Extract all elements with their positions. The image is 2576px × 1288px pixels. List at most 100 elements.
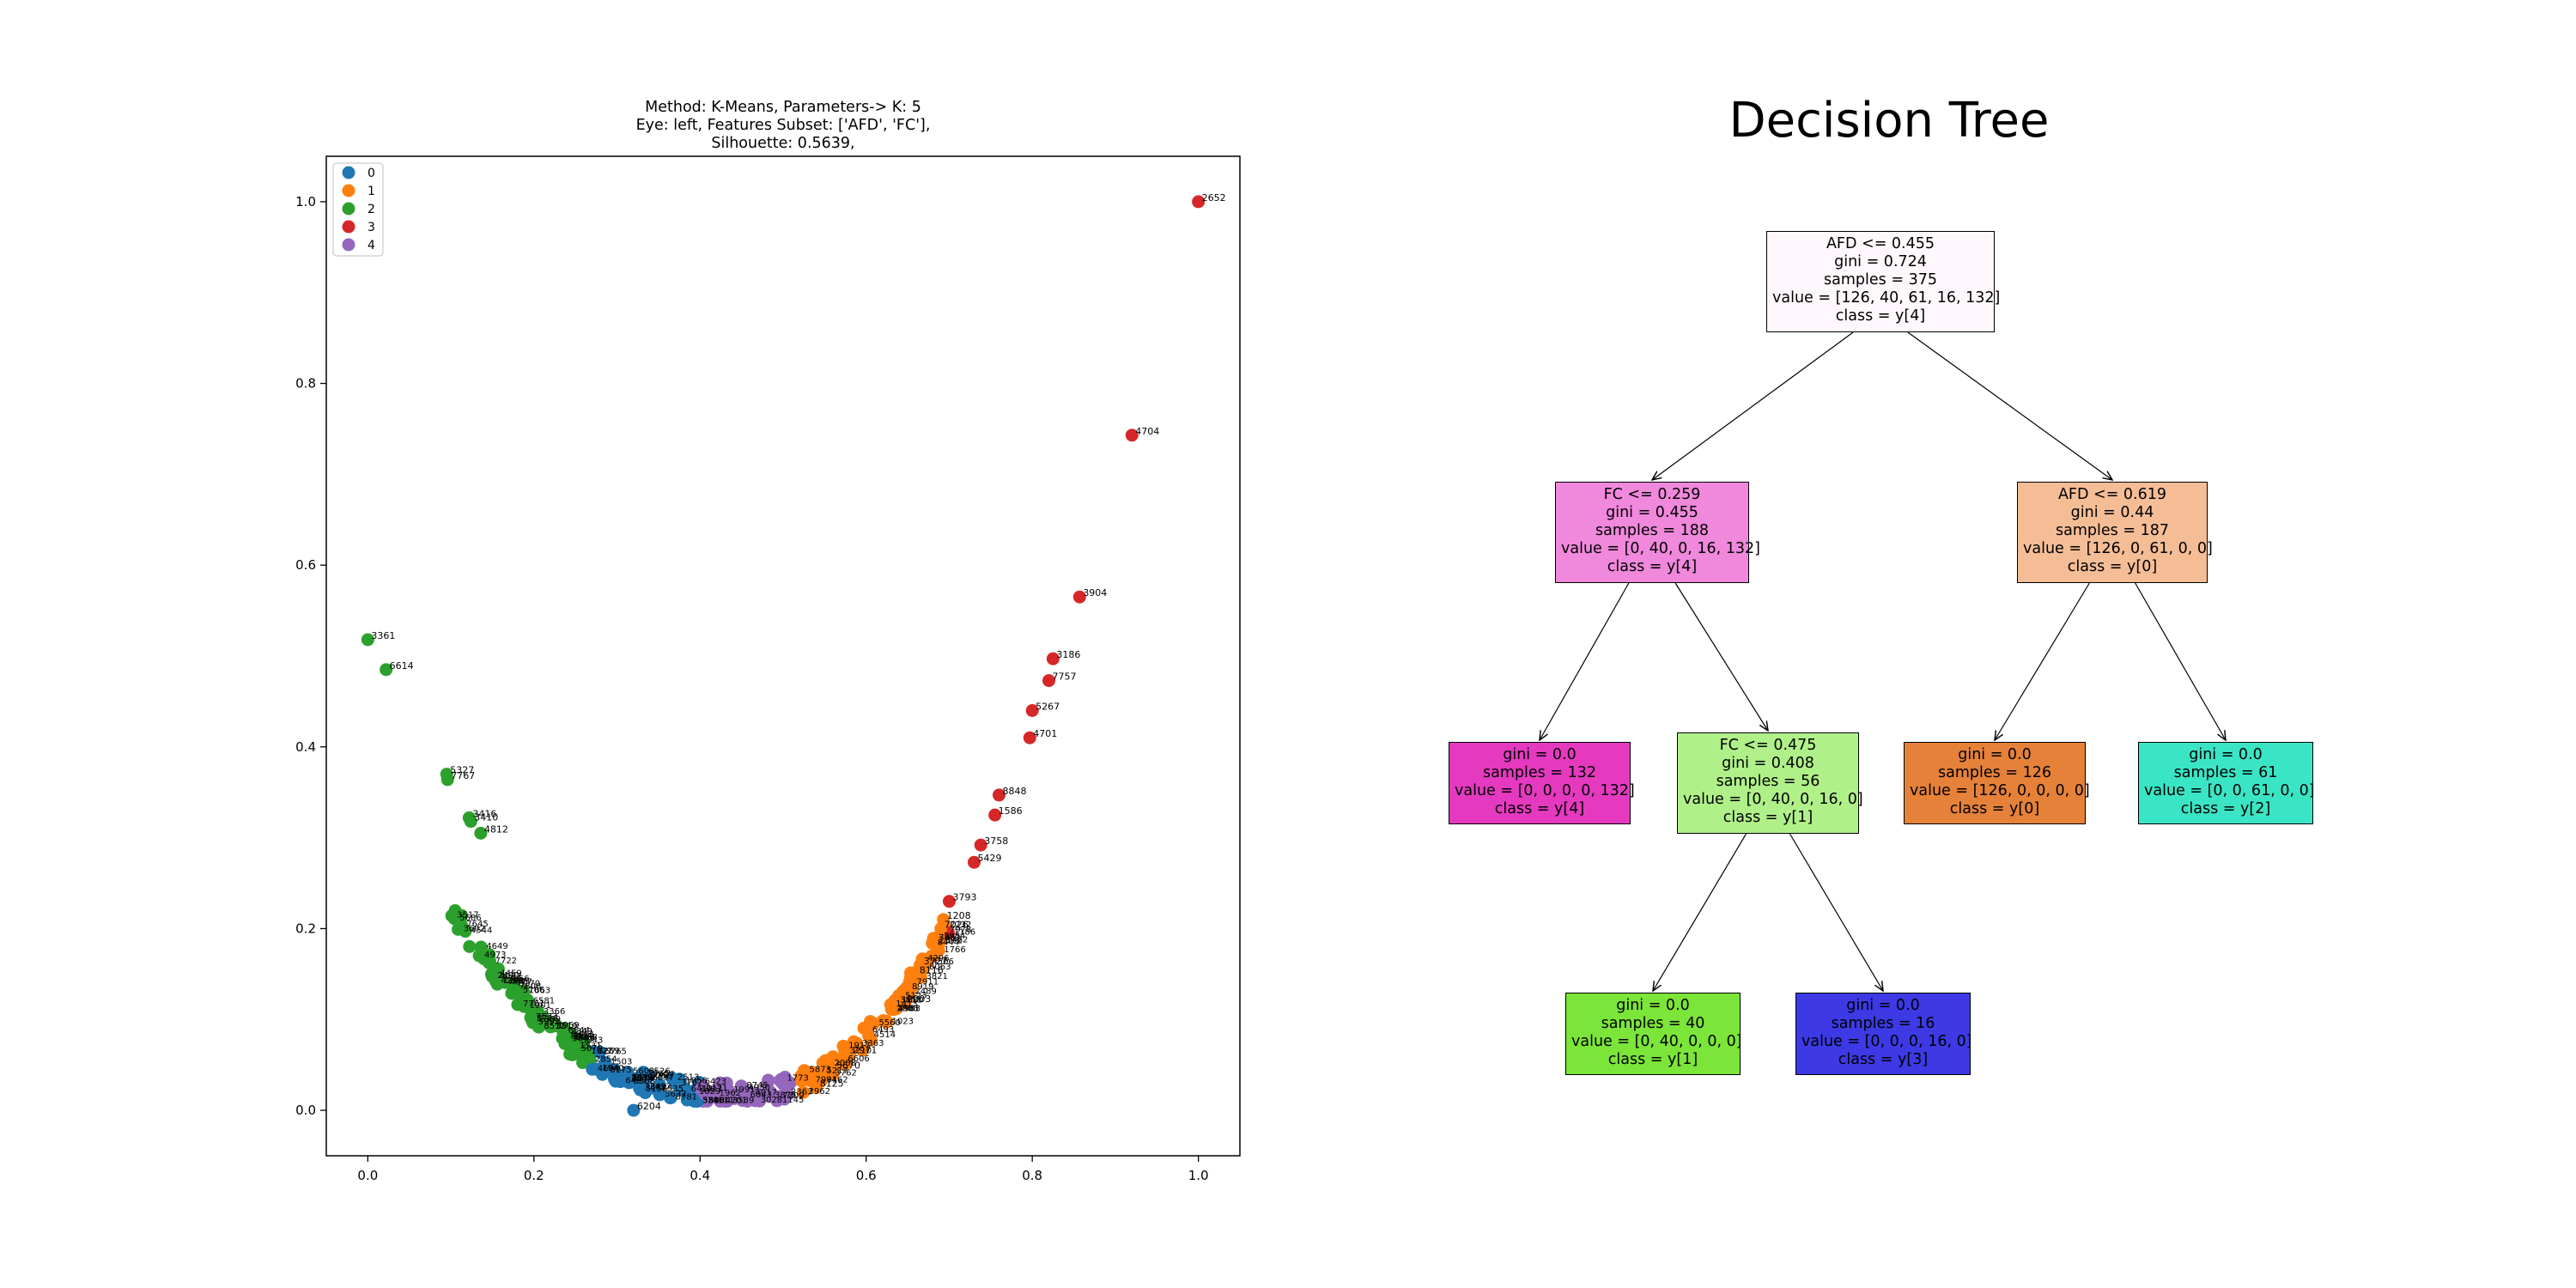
tree-node-line: gini = 0.44 xyxy=(2070,504,2154,521)
tree-node: AFD <= 0.619 gini = 0.44 samples = 187 valu… xyxy=(2017,482,2213,583)
point-id-label: 6614 xyxy=(390,660,414,671)
point-id-label: 1027 xyxy=(591,1047,612,1056)
scatter-point xyxy=(1192,195,1206,209)
point-id-label: 6413 xyxy=(691,1084,713,1094)
point-id-label: 1991 xyxy=(733,1085,755,1095)
point-id-label: 3602 xyxy=(464,924,485,933)
tree-node: gini = 0.0 samples = 126 value = [126, 0, … xyxy=(1904,742,2090,824)
point-id-label: 6260 xyxy=(634,1073,655,1083)
point-id-label: 7761 xyxy=(523,999,544,1009)
tree-node-line: gini = 0.408 xyxy=(1722,755,1814,772)
point-id-label: 8094 xyxy=(571,1031,592,1041)
tree-node-line: class = y[4] xyxy=(1607,558,1698,575)
point-id-label: 8919 xyxy=(912,982,933,992)
legend-label: 3 xyxy=(368,221,375,234)
scatter-point xyxy=(491,975,505,988)
tree-node: FC <= 0.475 gini = 0.408 samples = 56 value… xyxy=(1677,732,1863,834)
point-id-label: 4514 xyxy=(874,1030,896,1040)
scatter-point xyxy=(764,1085,778,1099)
point-id-label: 5992 xyxy=(538,1018,560,1027)
point-id-label: 3210 xyxy=(850,1047,872,1056)
point-id-label: 4812 xyxy=(484,823,508,835)
point-id-label: 6259 xyxy=(598,1047,619,1056)
tree-node-line: value = [0, 0, 0, 16, 0] xyxy=(1801,1033,1972,1050)
tree-node-line: class = y[0] xyxy=(1949,800,2040,817)
point-id-label: 3904 xyxy=(1083,587,1107,598)
point-id-label: 3875 xyxy=(775,1091,796,1101)
point-id-label: 2171 xyxy=(706,1084,727,1093)
point-id-label: 7911 xyxy=(917,978,939,987)
point-id-label: 6544 xyxy=(568,1026,590,1036)
scatter-point xyxy=(797,1085,811,1099)
point-id-label: 6043 xyxy=(750,1091,772,1100)
point-id-label: 1901 xyxy=(529,1001,550,1011)
y-tick-label: 1.0 xyxy=(295,194,316,210)
chart-title-line: Silhouette: 0.5639, xyxy=(711,135,854,152)
x-tick-label: 0.2 xyxy=(524,1168,544,1183)
scatter-point xyxy=(557,1022,571,1036)
tree-node-line: samples = 375 xyxy=(1824,271,1937,289)
point-id-label: 5765 xyxy=(605,1047,626,1056)
point-id-label: 4111 xyxy=(713,1097,734,1106)
tree-node-line: gini = 0.0 xyxy=(1846,997,1920,1014)
legend-label: 1 xyxy=(368,185,375,198)
point-id-label: 2652 xyxy=(1202,192,1226,204)
y-tick-label: 0.4 xyxy=(295,739,316,755)
scatter-point xyxy=(928,937,942,951)
tree-node-line: AFD <= 0.455 xyxy=(1826,235,1935,252)
x-tick-label: 0.6 xyxy=(856,1168,877,1183)
point-id-label: 7309 xyxy=(782,1091,804,1101)
scatter-point xyxy=(511,998,525,1012)
scatter-point xyxy=(718,1095,732,1109)
point-id-label: 8030 xyxy=(708,1097,730,1106)
tree-node: gini = 0.0 samples = 61 value = [0, 0, 61,… xyxy=(2138,742,2315,824)
scatter-point xyxy=(988,808,1002,822)
point-id-label: 2427 xyxy=(653,1070,675,1079)
tree-node-line: FC <= 0.475 xyxy=(1719,737,1817,754)
scatter-point xyxy=(568,1040,581,1054)
scatter-point xyxy=(842,1047,856,1060)
scatter-point xyxy=(826,1062,840,1076)
tree-node: gini = 0.0 samples = 16 value = [0, 0, 0, … xyxy=(1795,993,1972,1075)
point-id-label: 2088 xyxy=(835,1059,856,1068)
tree-node-line: samples = 187 xyxy=(2056,522,2169,539)
scatter-point xyxy=(762,1073,775,1087)
scatter-point xyxy=(777,1092,791,1106)
point-id-label: 2572 xyxy=(939,934,963,945)
scatter-point xyxy=(622,1072,635,1085)
point-id-label: 5429 xyxy=(977,853,1001,864)
tree-edge xyxy=(2135,582,2226,740)
y-tick-label: 0.0 xyxy=(295,1103,316,1118)
point-id-label: 7722 xyxy=(495,957,517,966)
point-id-label: 2962 xyxy=(809,1087,830,1097)
tree-node-line: class = y[0] xyxy=(2067,558,2158,575)
chart-title-line: Method: K-Means, Parameters-> K: 5 xyxy=(645,99,921,116)
point-id-label: 2785 xyxy=(508,976,530,986)
tree-node-line: samples = 126 xyxy=(1938,764,2051,781)
point-id-label: 2888 xyxy=(896,1004,918,1013)
tree-node-line: value = [126, 0, 61, 0, 0] xyxy=(2023,540,2213,557)
scatter-point xyxy=(909,967,923,981)
tree-edge xyxy=(1540,582,1630,740)
point-id-label: 2513 xyxy=(677,1073,699,1083)
tree-node: gini = 0.0 samples = 132 value = [0, 0, 0,… xyxy=(1449,742,1635,824)
point-id-label: 1663 xyxy=(529,986,550,995)
point-id-label: 4973 xyxy=(484,951,506,960)
point-id-label: 3858 xyxy=(900,995,921,1005)
tree-node-line: class = y[3] xyxy=(1838,1051,1929,1068)
legend-label: 4 xyxy=(368,239,375,252)
point-id-label: 3043 xyxy=(581,1036,603,1045)
scatter-point xyxy=(740,1095,754,1109)
point-id-label: 7259 xyxy=(651,1072,672,1081)
point-id-label: 6606 xyxy=(848,1054,869,1064)
point-id-label: 5632 xyxy=(665,1090,686,1099)
tree-node-line: samples = 132 xyxy=(1483,764,1596,781)
tree-title: Decision Tree xyxy=(1728,93,2050,149)
scatter-point xyxy=(728,1091,742,1105)
point-id-label: 3882 xyxy=(645,1083,666,1092)
point-id-label: 4701 xyxy=(1033,728,1057,739)
scatter-point xyxy=(452,922,465,936)
point-id-label: 3643 xyxy=(572,1035,593,1044)
point-id-label: 2363 xyxy=(791,1087,812,1097)
